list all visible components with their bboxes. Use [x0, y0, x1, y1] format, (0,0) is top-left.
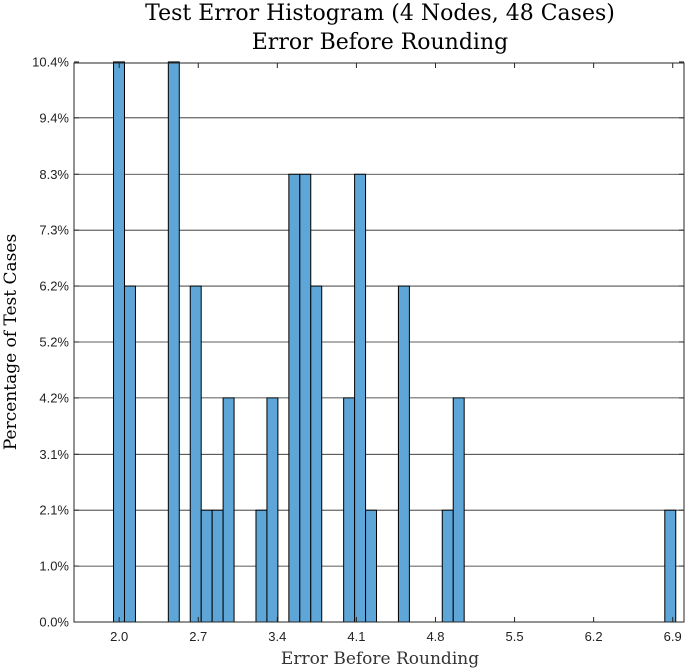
y-tick-label: 8.3% [39, 167, 69, 182]
y-tick-label: 1.0% [39, 559, 69, 574]
x-tick-label: 6.2 [585, 629, 603, 644]
histogram-bar [167, 61, 180, 623]
histogram-bar [664, 509, 677, 623]
y-axis-ticks: 0.0% 1.0% 2.1% 3.1% 4.2% 5.2% 6.2% 7.3% 8.3% 9.4%… [32, 54, 684, 630]
y-tick-label: 7.3% [39, 223, 69, 238]
x-axis-label: Error Before Rounding [281, 649, 479, 669]
histogram-bar [343, 397, 356, 623]
y-tick-label: 4.2% [39, 390, 69, 405]
x-tick-label: 3.4 [268, 629, 286, 644]
y-tick-label: 10.4% [32, 54, 69, 69]
y-axis-label: Percentage of Test Cases [1, 234, 21, 450]
y-tick-label: 9.4% [39, 110, 69, 125]
histogram-bar [365, 509, 378, 623]
x-tick-label: 4.1 [347, 629, 365, 644]
y-tick-label: 3.1% [39, 447, 69, 462]
y-tick-label: 2.1% [39, 503, 69, 518]
x-tick-label: 6.9 [664, 629, 682, 644]
histogram-bar [255, 509, 268, 623]
histogram-bar [299, 173, 312, 623]
chart-subtitle: Error Before Rounding [252, 30, 508, 55]
x-tick-label: 2.7 [189, 629, 207, 644]
histogram-bar [200, 509, 213, 623]
histogram-bar [397, 285, 410, 623]
histogram-bar [113, 61, 125, 623]
gridlines [74, 117, 684, 567]
histogram-bar [222, 397, 235, 623]
histogram-bar [189, 285, 202, 623]
plot-frame [73, 62, 685, 623]
histogram-bar [211, 509, 224, 623]
y-tick-label: 5.2% [39, 334, 69, 349]
histogram-bar [441, 509, 454, 623]
chart-title: Test Error Histogram (4 Nodes, 48 Cases) [145, 1, 615, 26]
x-tick-label: 4.8 [426, 629, 444, 644]
histogram-bar [288, 173, 301, 623]
histogram-bar [354, 173, 367, 623]
histogram-bar [266, 397, 279, 623]
x-axis-ticks: 2.0 2.7 3.4 4.1 4.8 5.5 6.2 6.9 [110, 63, 682, 644]
y-tick-label: 0.0% [39, 615, 69, 630]
histogram-bar [310, 285, 323, 623]
y-tick-label: 6.2% [39, 279, 69, 294]
histogram-bar [452, 397, 465, 623]
x-tick-label: 5.5 [506, 629, 524, 644]
histogram-bar [123, 285, 136, 623]
x-tick-label: 2.0 [110, 629, 128, 644]
